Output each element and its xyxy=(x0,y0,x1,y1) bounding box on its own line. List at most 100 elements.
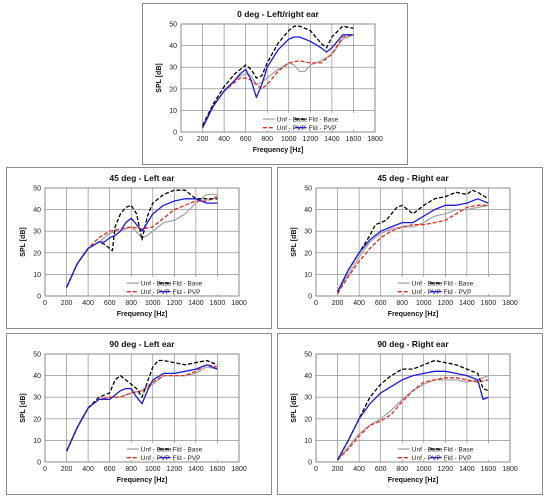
y-tick-label: 50 xyxy=(33,352,41,359)
y-axis-label: SPL [dB] xyxy=(20,393,27,422)
x-tick-label: 400 xyxy=(353,300,365,307)
chart-svg: 0 200 400 600 800 1000 1200 1400 1600 1800 0 10 20 30… xyxy=(20,173,247,318)
y-tick-label: 40 xyxy=(33,373,41,380)
y-tick-label: 30 xyxy=(33,229,41,236)
x-tick-label: 0 xyxy=(43,300,47,307)
legend-box xyxy=(124,277,238,295)
chart-panel-45deg-left: 0 200 400 600 800 1000 1200 1400 1600 1800 0 10 20 30… xyxy=(6,167,272,329)
y-tick-label: 20 xyxy=(33,416,41,423)
x-tick-label: 1000 xyxy=(416,466,432,473)
x-tick-label: 600 xyxy=(375,300,387,307)
legend-label-unf-base: Unf - Base xyxy=(412,281,443,288)
y-axis-label: SPL [dB] xyxy=(20,227,27,256)
legend-label-unf-pvp: Unf - PVP xyxy=(412,455,441,462)
x-tick-label: 200 xyxy=(61,466,73,473)
x-tick-label: 200 xyxy=(332,300,344,307)
x-tick-label: 600 xyxy=(104,300,116,307)
x-tick-label: 1600 xyxy=(210,466,226,473)
chart-svg: 0 200 400 600 800 1000 1200 1400 1600 1800 0 10 20 30… xyxy=(20,339,247,484)
x-axis-label: Frequency [Hz] xyxy=(253,147,304,154)
legend-box xyxy=(260,113,374,131)
y-tick-label: 50 xyxy=(304,186,312,193)
x-tick-label: 800 xyxy=(396,466,408,473)
x-tick-label: 600 xyxy=(375,466,387,473)
x-tick-label: 1000 xyxy=(145,466,161,473)
x-tick-label: 1400 xyxy=(459,466,475,473)
x-tick-label: 1400 xyxy=(459,300,475,307)
y-tick-label: 50 xyxy=(169,22,177,29)
x-tick-label: 1800 xyxy=(367,136,383,143)
x-tick-label: 1600 xyxy=(481,466,497,473)
series-line-fld-pvp xyxy=(66,364,218,452)
legend-label-fld-base: Fld - Base xyxy=(444,447,474,454)
chart-svg: 0 200 400 600 800 1000 1200 1400 1600 1800 0 10 20 30… xyxy=(291,339,518,484)
y-tick-label: 20 xyxy=(169,86,177,93)
chart-svg: 0 200 400 600 800 1000 1200 1400 1600 1800 0 10 20 30… xyxy=(156,9,383,154)
legend-label-fld-base: Fld - Base xyxy=(173,447,203,454)
legend-box xyxy=(124,443,238,461)
chart-title: 90 deg - Right ear xyxy=(377,339,449,349)
x-tick-label: 0 xyxy=(43,466,47,473)
y-tick-label: 10 xyxy=(304,272,312,279)
legend-label-unf-pvp: Unf - PVP xyxy=(141,455,170,462)
legend-label-unf-base: Unf - Base xyxy=(141,447,172,454)
legend-label-fld-base: Fld - Base xyxy=(173,281,203,288)
chart-panel-45deg-right: 0 200 400 600 800 1000 1200 1400 1600 1800 0 10 20 30… xyxy=(277,167,543,329)
x-tick-label: 200 xyxy=(61,300,73,307)
legend-box xyxy=(395,277,509,295)
chart-panel-90deg-right: 0 200 400 600 800 1000 1200 1400 1600 1800 0 10 20 30… xyxy=(277,333,543,495)
x-axis-label: Frequency [Hz] xyxy=(117,477,168,484)
chart-panel-0deg: 0 200 400 600 800 1000 1200 1400 1600 1800 0 10 20 30… xyxy=(142,3,408,165)
y-tick-label: 0 xyxy=(308,460,312,467)
x-tick-label: 1800 xyxy=(231,300,247,307)
chart-title: 45 deg - Left ear xyxy=(109,173,175,183)
legend-label-fld-pvp: Fld - PVP xyxy=(444,289,472,296)
x-tick-label: 1200 xyxy=(438,466,454,473)
series-line-unf-pvp xyxy=(66,195,218,288)
x-tick-label: 400 xyxy=(82,466,94,473)
y-tick-label: 30 xyxy=(304,395,312,402)
y-axis-label: SPL [dB] xyxy=(291,393,298,422)
x-tick-label: 1200 xyxy=(167,466,183,473)
series-line-unf-pvp xyxy=(337,377,489,461)
x-tick-label: 400 xyxy=(218,136,230,143)
y-tick-label: 50 xyxy=(304,352,312,359)
y-tick-label: 0 xyxy=(37,460,41,467)
x-tick-label: 600 xyxy=(104,466,116,473)
y-tick-label: 40 xyxy=(304,207,312,214)
x-axis-label: Frequency [Hz] xyxy=(388,477,439,484)
legend-label-fld-pvp: Fld - PVP xyxy=(444,455,472,462)
y-tick-label: 40 xyxy=(304,373,312,380)
y-tick-label: 30 xyxy=(33,395,41,402)
legend-label-unf-base: Unf - Base xyxy=(277,117,308,124)
y-tick-label: 20 xyxy=(304,250,312,257)
x-axis-label: Frequency [Hz] xyxy=(388,311,439,318)
y-tick-label: 20 xyxy=(33,250,41,257)
x-tick-label: 1800 xyxy=(502,300,518,307)
y-tick-label: 30 xyxy=(304,229,312,236)
x-tick-label: 400 xyxy=(353,466,365,473)
y-tick-label: 10 xyxy=(169,108,177,115)
y-tick-label: 20 xyxy=(304,416,312,423)
legend-label-fld-pvp: Fld - PVP xyxy=(173,289,201,296)
x-tick-label: 1400 xyxy=(188,466,204,473)
series-line-fld-base xyxy=(202,25,354,126)
series-line-fld-pvp xyxy=(337,198,489,292)
x-tick-label: 1000 xyxy=(416,300,432,307)
y-tick-label: 10 xyxy=(304,438,312,445)
y-axis-label: SPL [dB] xyxy=(291,227,298,256)
x-tick-label: 1400 xyxy=(324,136,340,143)
series-line-fld-base xyxy=(66,359,218,452)
y-tick-label: 10 xyxy=(33,438,41,445)
series-line-fld-base xyxy=(337,359,489,461)
legend-label-fld-pvp: Fld - PVP xyxy=(173,455,201,462)
x-tick-label: 1000 xyxy=(145,300,161,307)
x-tick-label: 200 xyxy=(197,136,209,143)
series-line-unf-pvp xyxy=(66,364,218,452)
series-line-fld-pvp xyxy=(66,198,218,288)
legend-label-fld-pvp: Fld - PVP xyxy=(309,125,337,132)
series-line-fld-pvp xyxy=(202,34,354,128)
x-tick-label: 0 xyxy=(314,466,318,473)
legend-label-unf-base: Unf - Base xyxy=(412,447,443,454)
x-tick-label: 1200 xyxy=(438,300,454,307)
